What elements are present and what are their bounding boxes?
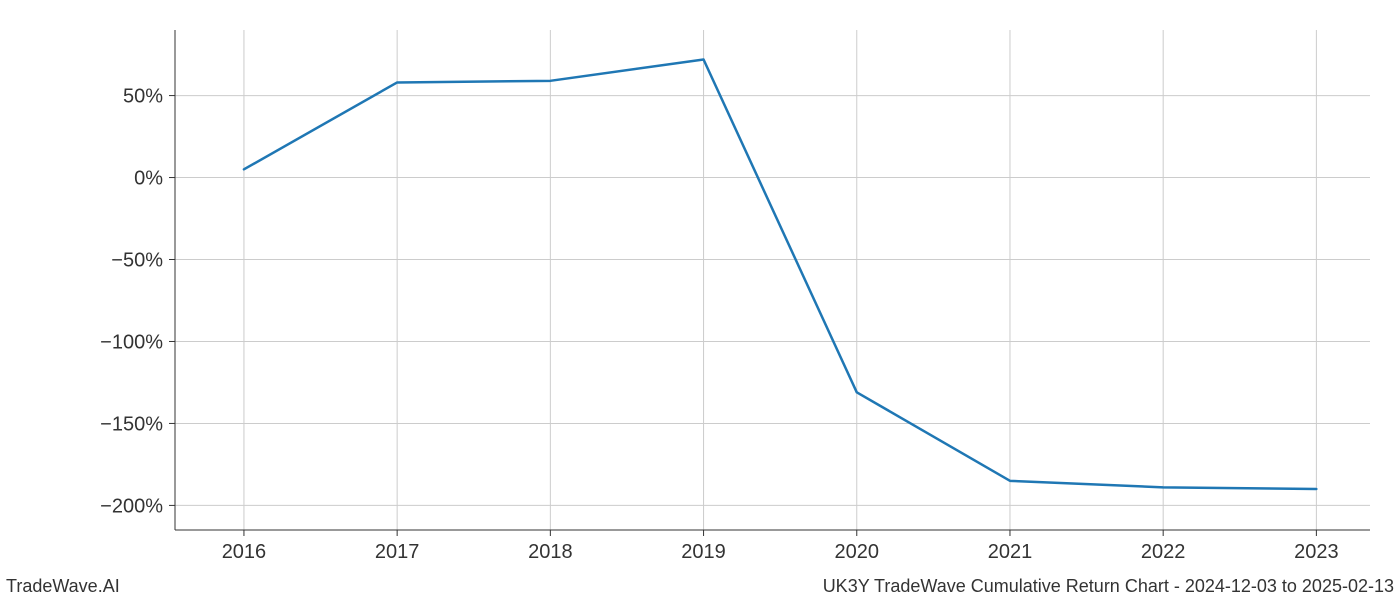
y-tick-label: −50% bbox=[111, 250, 163, 272]
x-tick-label: 2019 bbox=[681, 541, 726, 563]
x-tick-label: 2020 bbox=[835, 541, 880, 563]
y-tick-label: 0% bbox=[134, 168, 163, 190]
x-tick-label: 2016 bbox=[222, 541, 267, 563]
x-tick-label: 2021 bbox=[988, 541, 1033, 563]
chart-container: 2016 2017 2018 2019 2020 2021 2022 2023 −200% −15… bbox=[0, 0, 1400, 600]
footer-left-text: TradeWave.AI bbox=[6, 576, 120, 596]
y-tick-label: 50% bbox=[123, 86, 163, 108]
y-tick-label: −150% bbox=[100, 413, 163, 435]
x-tick-label: 2018 bbox=[528, 541, 573, 563]
line-chart: 2016 2017 2018 2019 2020 2021 2022 2023 −200% −15… bbox=[0, 0, 1400, 600]
x-tick-label: 2022 bbox=[1141, 541, 1186, 563]
footer-right-text: UK3Y TradeWave Cumulative Return Chart -… bbox=[823, 576, 1394, 596]
y-tick-label: −200% bbox=[100, 495, 163, 517]
y-tick-label: −100% bbox=[100, 331, 163, 353]
x-tick-label: 2023 bbox=[1294, 541, 1339, 563]
chart-background bbox=[0, 0, 1400, 600]
x-tick-label: 2017 bbox=[375, 541, 420, 563]
